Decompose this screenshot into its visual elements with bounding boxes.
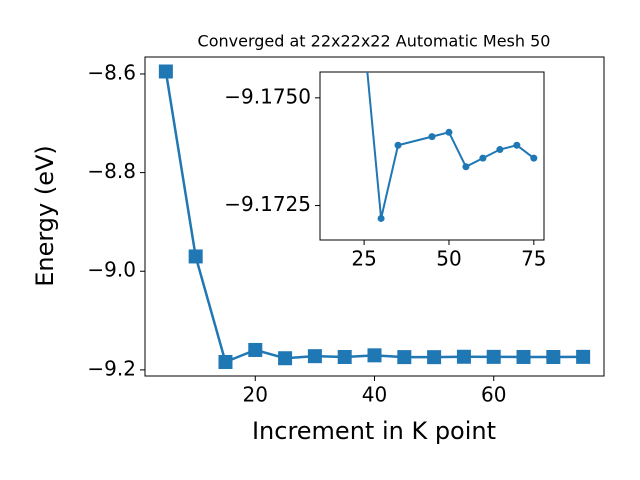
x-axis-label: Increment in K point (252, 417, 496, 445)
marker (307, 349, 322, 364)
y-axis-label: Energy (eV) (31, 145, 59, 287)
marker (516, 349, 531, 364)
y-tick-label: −9.1750 (224, 84, 311, 108)
marker (248, 342, 263, 357)
y-tick-label: −8.6 (87, 60, 136, 84)
marker (462, 163, 470, 171)
series (158, 64, 591, 369)
marker (427, 350, 442, 365)
y-tick-label: −9.0 (87, 258, 136, 282)
marker (576, 349, 591, 364)
marker (546, 350, 561, 365)
x-tick-label: 40 (362, 383, 387, 407)
chart-title: Converged at 22x22x22 Automatic Mesh 50 (198, 32, 551, 51)
y-tick-label: −9.2 (87, 356, 136, 380)
marker (496, 146, 504, 154)
marker (428, 133, 436, 141)
marker (367, 348, 382, 363)
marker (456, 349, 471, 364)
marker (158, 64, 173, 79)
plot-area (319, 71, 545, 241)
y-tick-label: −8.8 (87, 159, 136, 183)
line (366, 72, 535, 219)
marker (530, 154, 538, 162)
marker (188, 249, 203, 264)
marker (479, 154, 487, 162)
y-tick-label: −9.1725 (224, 192, 311, 216)
marker (218, 354, 233, 369)
x-tick-label: 60 (481, 383, 506, 407)
x-tick-label: 50 (436, 247, 461, 271)
marker (397, 350, 412, 365)
marker (445, 128, 453, 136)
marker (337, 350, 352, 365)
marker (513, 141, 521, 149)
series (366, 72, 538, 222)
marker (377, 214, 385, 222)
x-tick-label: 25 (351, 247, 376, 271)
marker (394, 141, 402, 149)
x-tick-label: 75 (521, 247, 546, 271)
marker (278, 351, 293, 366)
marker (486, 349, 501, 364)
x-tick-label: 20 (243, 383, 268, 407)
